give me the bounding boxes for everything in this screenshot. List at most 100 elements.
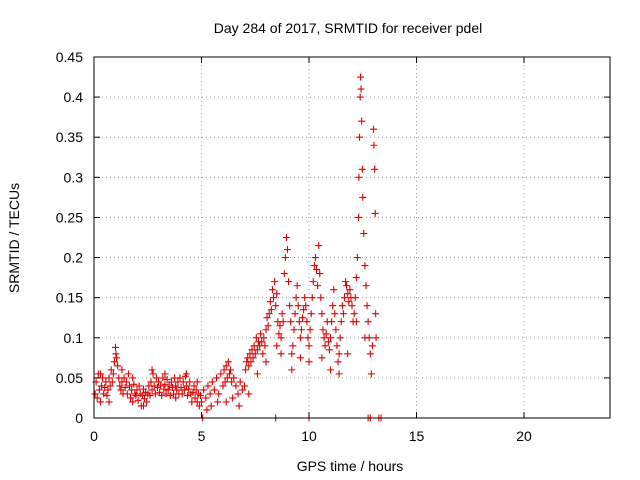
y-tick-label-6: 0.3	[64, 169, 84, 185]
data-point	[295, 318, 303, 326]
data-point	[229, 394, 237, 402]
data-point	[334, 358, 342, 366]
data-point	[273, 342, 281, 350]
data-point	[372, 310, 380, 318]
data-point	[318, 310, 326, 318]
data-point	[132, 392, 140, 400]
data-point	[135, 382, 143, 390]
data-point	[339, 310, 347, 318]
data-point	[129, 374, 137, 382]
data-point	[262, 326, 270, 334]
data-point	[155, 378, 162, 386]
data-point	[215, 390, 223, 398]
data-point	[191, 394, 199, 402]
y-tick-label-9: 0.45	[56, 49, 83, 65]
data-point	[358, 165, 366, 173]
data-point	[225, 370, 233, 378]
data-point	[315, 242, 323, 250]
data-point	[355, 173, 363, 181]
data-point	[301, 294, 309, 302]
data-point	[91, 390, 99, 398]
plot-frame	[93, 56, 611, 419]
data-point	[149, 370, 157, 378]
data-point	[160, 385, 168, 393]
data-point	[202, 394, 210, 402]
data-point	[117, 386, 125, 394]
data-point	[238, 386, 246, 394]
y-tick-label-4: 0.2	[64, 250, 84, 266]
data-point	[306, 326, 314, 334]
data-point	[366, 350, 374, 358]
data-point	[242, 366, 250, 374]
data-point	[98, 382, 106, 390]
data-point	[371, 165, 379, 173]
data-point	[164, 386, 172, 394]
data-point	[223, 374, 231, 382]
data-point	[123, 390, 131, 398]
data-point	[316, 270, 324, 278]
data-point	[103, 392, 111, 400]
data-point	[247, 358, 255, 366]
data-point	[277, 334, 285, 342]
data-point	[278, 310, 286, 318]
data-point	[249, 354, 257, 362]
data-point	[327, 366, 334, 374]
data-point	[294, 302, 302, 310]
data-point	[109, 370, 117, 378]
data-point	[289, 342, 297, 350]
data-point	[371, 209, 379, 217]
data-point	[161, 380, 169, 388]
data-point	[330, 286, 338, 294]
data-point	[292, 294, 300, 302]
data-point	[139, 402, 147, 410]
data-point	[358, 117, 366, 125]
data-point	[320, 334, 328, 342]
data-point	[207, 402, 215, 410]
data-point	[299, 314, 307, 322]
data-point	[257, 330, 265, 338]
data-point	[210, 386, 218, 394]
data-point	[263, 314, 271, 322]
data-point	[359, 193, 367, 201]
data-point	[130, 380, 138, 388]
data-point	[122, 378, 130, 386]
grid-lines	[94, 57, 610, 418]
data-point	[166, 392, 174, 400]
data-point	[280, 270, 288, 278]
x-tick-label-1: 5	[198, 428, 206, 444]
data-point	[95, 386, 103, 394]
data-point	[157, 382, 165, 390]
data-point	[309, 278, 317, 286]
data-point	[337, 318, 345, 326]
data-point	[288, 366, 296, 374]
x-tick-label-0: 0	[90, 428, 98, 444]
data-point	[360, 229, 368, 237]
data-point	[159, 374, 167, 382]
data-point	[220, 366, 228, 374]
data-point	[196, 392, 204, 400]
y-tick-label-3: 0.15	[56, 290, 83, 306]
data-point	[262, 358, 270, 366]
data-point	[176, 374, 184, 382]
data-point	[311, 254, 319, 262]
data-point	[281, 254, 289, 262]
data-point	[222, 362, 230, 370]
y-tick-label-8: 0.4	[64, 89, 84, 105]
data-point	[219, 382, 227, 390]
data-point	[273, 290, 281, 298]
data-point	[214, 398, 222, 406]
data-point	[172, 382, 180, 390]
data-point	[314, 282, 322, 290]
data-point	[148, 366, 156, 374]
data-point	[96, 398, 104, 406]
data-point	[357, 85, 365, 93]
data-point	[116, 382, 124, 390]
data-point	[203, 406, 211, 414]
data-point	[129, 398, 137, 406]
data-point	[259, 350, 267, 358]
data-point	[110, 358, 118, 366]
data-point	[148, 386, 156, 394]
data-point	[270, 294, 278, 302]
data-point	[370, 141, 378, 149]
data-point	[245, 390, 253, 398]
